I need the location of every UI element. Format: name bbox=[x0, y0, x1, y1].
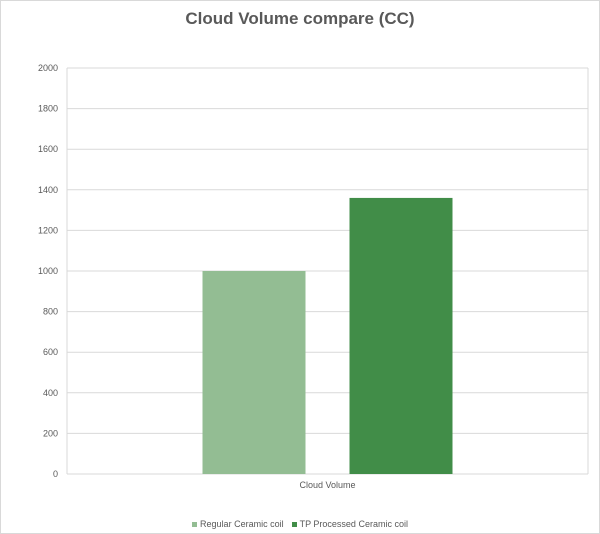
axes: 0 200 400 600 800 1000 1200 1400 1600 1800 2000 Clo… bbox=[38, 63, 589, 490]
y-tick-label: 1600 bbox=[38, 144, 58, 154]
legend-label: Regular Ceramic coil bbox=[200, 519, 284, 529]
y-tick-label: 1000 bbox=[38, 266, 58, 276]
legend-swatch bbox=[192, 522, 198, 528]
gridlines bbox=[67, 67, 588, 475]
legend-item: Regular Ceramic coil bbox=[192, 519, 284, 529]
bar-regular-ceramic-coil bbox=[202, 271, 306, 474]
y-tick-label: 800 bbox=[43, 307, 58, 317]
legend-item: TP Processed Ceramic coil bbox=[291, 519, 408, 529]
chart-title: Cloud Volume compare (CC) bbox=[185, 9, 415, 28]
legend-swatch bbox=[291, 522, 297, 528]
y-tick-label: 600 bbox=[43, 347, 58, 357]
y-tick-label: 400 bbox=[43, 388, 58, 398]
y-tick-label: 200 bbox=[43, 428, 58, 438]
legend-label: TP Processed Ceramic coil bbox=[299, 519, 408, 529]
y-tick-label: 1400 bbox=[38, 185, 58, 195]
y-tick-label: 0 bbox=[53, 469, 58, 479]
bar-tp-processed-ceramic-coil bbox=[349, 197, 453, 475]
bars bbox=[202, 197, 453, 475]
y-tick-label: 1800 bbox=[38, 104, 58, 114]
y-tick-label: 2000 bbox=[38, 63, 58, 73]
y-tick-label: 1200 bbox=[38, 225, 58, 235]
x-category-label: Cloud Volume bbox=[299, 480, 355, 490]
chart-legend: Regular Ceramic coil TP Processed Ceramic… bbox=[1, 519, 599, 529]
